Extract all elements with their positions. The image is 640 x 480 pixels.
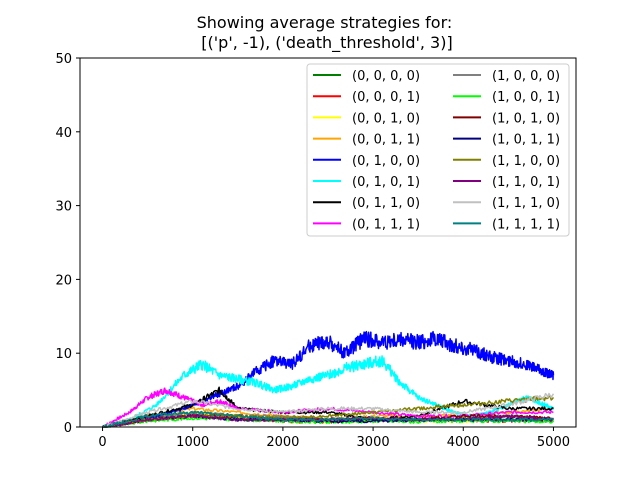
legend-label: (1, 1, 0, 0) [492, 154, 560, 169]
series-line [102, 392, 555, 428]
x-axis: 0 1000 2000 3000 4000 5000 [98, 427, 570, 450]
series-line [101, 355, 555, 428]
legend-label: (1, 0, 0, 0) [492, 69, 560, 84]
y-tick-label: 50 [55, 52, 72, 67]
y-tick-label: 30 [55, 200, 72, 215]
x-tick-label: 4000 [447, 435, 480, 450]
y-tick-label: 0 [64, 421, 72, 436]
x-tick-label: 1000 [176, 435, 209, 450]
legend-label: (1, 1, 1, 0) [492, 196, 560, 211]
legend: (0, 0, 0, 0) (0, 0, 0, 1) (0, 0, 1, 0) (0, … [306, 63, 570, 237]
y-tick-label: 20 [55, 273, 72, 288]
x-tick-label: 0 [98, 435, 106, 450]
legend-label: (0, 0, 1, 0) [352, 111, 420, 126]
legend-label: (1, 0, 1, 1) [492, 133, 560, 148]
plot-frame [79, 57, 577, 428]
legend-label: (0, 0, 1, 1) [352, 133, 420, 148]
legend-label: (0, 0, 0, 1) [352, 90, 420, 105]
legend-label: (1, 1, 1, 1) [492, 217, 560, 232]
series-line [102, 410, 554, 428]
series-lines [101, 330, 555, 428]
x-tick-label: 2000 [266, 435, 299, 450]
legend-label: (1, 1, 0, 1) [492, 175, 560, 190]
legend-label: (1, 0, 0, 1) [492, 90, 560, 105]
chart-title-line-1: Showing average strategies for: [197, 13, 453, 32]
legend-box [306, 63, 570, 237]
chart-title: Showing average strategies for: [('p', -… [197, 13, 458, 53]
legend-label: (0, 1, 1, 1) [352, 217, 420, 232]
x-tick-label: 5000 [537, 435, 570, 450]
legend-label: (0, 1, 0, 1) [352, 175, 420, 190]
legend-label: (0, 1, 0, 0) [352, 154, 420, 169]
legend-label: (1, 0, 1, 0) [492, 111, 560, 126]
legend-label: (0, 0, 0, 0) [352, 69, 420, 84]
chart-title-line-2: [('p', -1), ('death_threshold', 3)] [201, 33, 452, 53]
legend-label: (0, 1, 1, 0) [352, 196, 420, 211]
y-tick-label: 40 [55, 126, 72, 141]
y-axis: 0 10 20 30 40 50 [55, 52, 80, 436]
series-line [102, 386, 554, 428]
x-tick-label: 3000 [357, 435, 390, 450]
y-tick-label: 10 [55, 347, 72, 362]
